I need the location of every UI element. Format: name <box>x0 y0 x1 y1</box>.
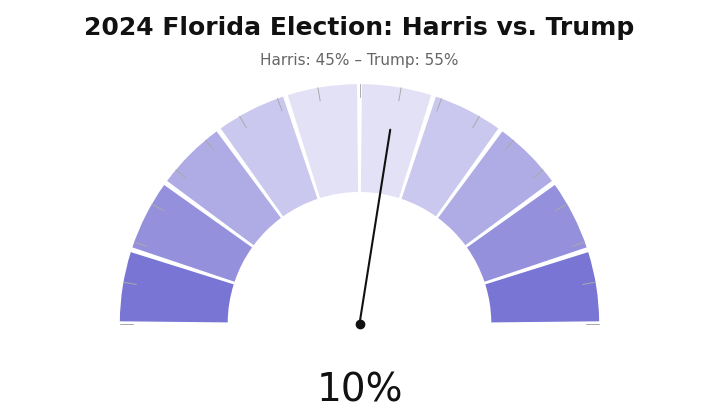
Wedge shape <box>167 132 281 245</box>
Wedge shape <box>401 97 498 216</box>
Wedge shape <box>485 252 599 322</box>
Wedge shape <box>120 252 234 322</box>
Wedge shape <box>361 84 431 198</box>
Wedge shape <box>438 132 552 245</box>
Wedge shape <box>221 97 318 216</box>
Text: 2024 Florida Election: Harris vs. Trump: 2024 Florida Election: Harris vs. Trump <box>84 16 635 40</box>
Text: 10%: 10% <box>316 372 403 410</box>
Wedge shape <box>467 185 587 282</box>
Wedge shape <box>132 185 252 282</box>
Text: Harris: 45% – Trump: 55%: Harris: 45% – Trump: 55% <box>260 53 459 68</box>
Wedge shape <box>288 84 358 198</box>
